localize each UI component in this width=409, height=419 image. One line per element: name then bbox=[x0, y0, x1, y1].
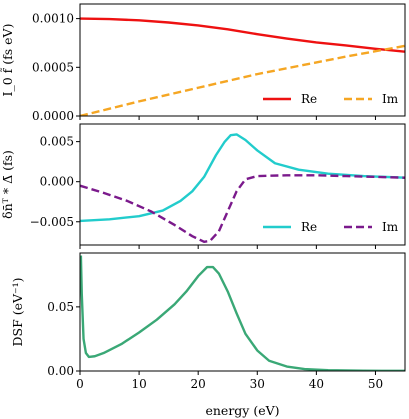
series-group bbox=[80, 17, 405, 116]
legend: Re Im bbox=[263, 92, 399, 106]
legend-label-im: Im bbox=[382, 220, 399, 234]
series-line-dsf bbox=[80, 255, 405, 371]
y-tick-label: 0.0010 bbox=[32, 12, 74, 26]
y-tick-label: 0.00 bbox=[47, 364, 74, 378]
y-tick-label: 0.005 bbox=[40, 135, 74, 149]
panel-top: 0.0000 0.0005 0.0010 I_0 f̃ (fs eV) Re Im bbox=[0, 3, 406, 123]
y-tick-label: 0.0005 bbox=[32, 60, 74, 74]
x-tick-label: 10 bbox=[131, 377, 146, 391]
series-line-re bbox=[80, 133, 405, 223]
x-tick-label: 20 bbox=[191, 377, 206, 391]
y-axis-label: I_0 f̃ (fs eV) bbox=[0, 24, 15, 97]
y-axis-label: δn̄ᵀ * Δ̄ (fs) bbox=[0, 150, 15, 219]
y-axis-label: DSF (eV⁻¹) bbox=[10, 277, 25, 346]
series-line-im bbox=[80, 44, 405, 116]
y-tick-label: 0.000 bbox=[40, 175, 74, 189]
legend-label-im: Im bbox=[382, 92, 399, 106]
x-tick-label: 50 bbox=[368, 377, 383, 391]
y-tick-label: 0.0000 bbox=[32, 109, 74, 123]
series-line-re bbox=[80, 17, 405, 53]
series-group bbox=[80, 133, 405, 243]
y-tick-label: −0.005 bbox=[30, 215, 74, 229]
y-tick-label: 0.05 bbox=[47, 300, 74, 314]
axes-frame bbox=[79, 3, 406, 117]
series-group bbox=[80, 255, 405, 371]
legend-label-re: Re bbox=[301, 220, 317, 234]
x-tick-label: 0 bbox=[76, 377, 84, 391]
axes-frame bbox=[79, 252, 406, 372]
x-tick-label: 30 bbox=[250, 377, 265, 391]
axes-frame bbox=[79, 123, 406, 246]
series-line-im bbox=[80, 174, 405, 243]
legend: Re Im bbox=[263, 220, 399, 234]
panel-middle: −0.005 0.000 0.005 δn̄ᵀ * Δ̄ (fs) Re Im bbox=[0, 123, 406, 249]
legend-label-re: Re bbox=[301, 92, 317, 106]
x-axis-label: energy (eV) bbox=[205, 403, 279, 418]
x-tick-label: 40 bbox=[309, 377, 324, 391]
panel-bottom: 0.00 0.05 0 10 20 30 40 50 DSF (eV⁻¹) energy (eV) bbox=[10, 252, 406, 418]
